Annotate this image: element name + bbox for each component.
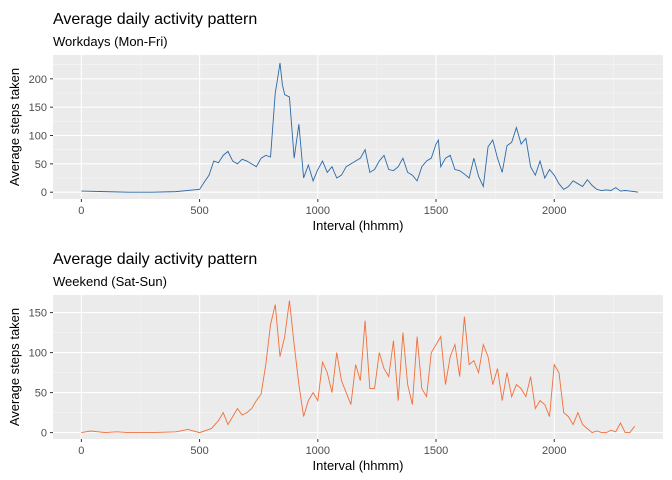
x-tick-label: 1000 (306, 445, 330, 457)
y-tick-label: 0 (41, 187, 47, 199)
y-tick-labels: 0 50 100 150 200 (29, 74, 53, 199)
x-tick-label: 500 (190, 205, 208, 217)
y-tick-labels: 0 50 100 150 (29, 308, 53, 440)
plot-background (53, 295, 663, 439)
x-tick-label: 1500 (424, 445, 448, 457)
y-tick-label: 100 (29, 131, 47, 143)
chart-subtitle: Weekend (Sat-Sun) (53, 274, 167, 289)
y-tick-label: 150 (29, 102, 47, 114)
minor-gridlines (53, 55, 663, 199)
x-tick-label: 0 (78, 445, 84, 457)
weekend-panel: Average daily activity pattern Weekend (… (7, 251, 663, 473)
x-tick-label: 500 (190, 445, 208, 457)
y-tick-label: 100 (29, 348, 47, 360)
plot-background (53, 55, 663, 199)
workdays-panel: Average daily activity pattern Workdays … (7, 11, 663, 233)
x-tick-labels: 0 500 1000 1500 2000 (78, 439, 566, 457)
y-axis-label: Average steps taken (7, 68, 22, 186)
x-tick-label: 1500 (424, 205, 448, 217)
x-tick-labels: 0 500 1000 1500 2000 (78, 199, 566, 217)
y-tick-label: 0 (41, 428, 47, 440)
y-tick-label: 150 (29, 308, 47, 320)
y-tick-label: 50 (35, 388, 47, 400)
y-tick-label: 50 (35, 159, 47, 171)
chart-subtitle: Workdays (Mon-Fri) (53, 34, 168, 49)
x-tick-label: 2000 (542, 445, 566, 457)
x-tick-label: 0 (78, 205, 84, 217)
major-gridlines (53, 55, 663, 199)
workday-steps-line (81, 62, 639, 193)
x-tick-label: 2000 (542, 205, 566, 217)
x-tick-label: 1000 (306, 205, 330, 217)
y-axis-label: Average steps taken (7, 308, 22, 426)
x-axis-label: Interval (hhmm) (312, 218, 403, 233)
chart-title: Average daily activity pattern (53, 251, 257, 268)
weekend-steps-line (81, 300, 635, 434)
y-tick-label: 200 (29, 74, 47, 86)
x-axis-label: Interval (hhmm) (312, 458, 403, 473)
chart-title: Average daily activity pattern (53, 11, 257, 28)
